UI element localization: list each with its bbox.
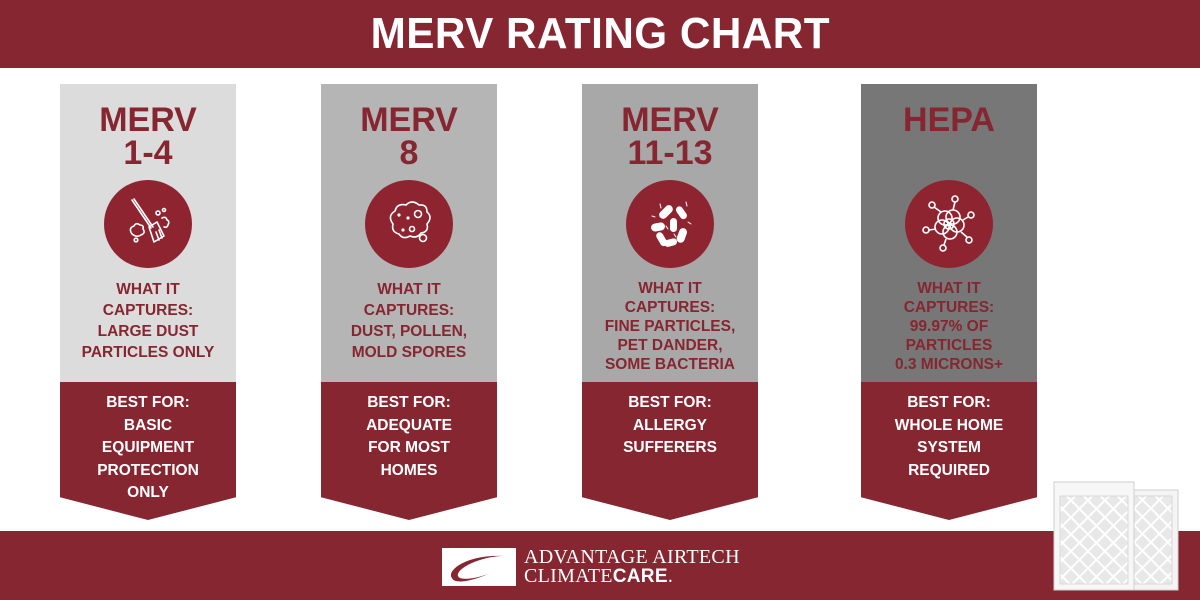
captures-label: WHAT IT <box>116 281 180 298</box>
captures-label: CAPTURES: <box>903 299 995 316</box>
logo-dot: . <box>667 565 674 587</box>
best-for-label: BEST FOR: <box>628 394 712 411</box>
captures-value: PARTICLES ONLY <box>81 344 215 361</box>
captures-value: 99.97% OF <box>909 318 989 335</box>
broom-dust-icon <box>104 180 192 268</box>
virus-particle-icon <box>905 180 993 268</box>
banner-top: MERV 11-13 WHAT IT CAPTURES: <box>582 84 758 382</box>
best-for-value: EQUIPMENT <box>101 439 195 456</box>
rating-title: MERV 11-13 <box>621 101 719 172</box>
logo-climate: CLIMATE <box>524 565 613 587</box>
rating-title: MERV 1-4 <box>99 101 197 172</box>
best-for-value: REQUIRED <box>908 461 990 479</box>
rating-line1: MERV <box>360 101 458 139</box>
captures-text: WHAT IT CAPTURES: LARGE DUST PARTICLES O… <box>60 279 236 363</box>
best-for-value: SYSTEM <box>917 439 981 456</box>
rating-line1: MERV <box>621 101 719 139</box>
rating-line1: MERV <box>99 101 197 139</box>
rating-line2: 1-4 <box>123 134 173 172</box>
captures-text: WHAT IT CAPTURES: FINE PARTICLES, PET DA… <box>582 279 758 374</box>
banner-top: MERV 8 WHAT IT CAPTURES: DUST, POLLEN, M… <box>321 84 497 382</box>
rating-line2: 11-13 <box>627 134 713 172</box>
captures-value: SOME BACTERIA <box>604 356 736 373</box>
banner-top: HEPA WHAT IT CAPTURES: 99.97% OF PARTICL… <box>861 84 1037 382</box>
logo-care: CARE <box>612 566 668 587</box>
best-for-value: ALLERGY <box>632 416 708 434</box>
swoosh-logo-icon <box>442 548 516 586</box>
best-for-value: HOMES <box>380 461 438 479</box>
rating-title: HEPA <box>903 101 995 139</box>
footer-bar <box>0 531 1200 600</box>
banner-merv-8: MERV 8 WHAT IT CAPTURES: DUST, POLLEN, M… <box>321 84 497 520</box>
captures-value: MOLD SPORES <box>351 344 467 361</box>
logo-line1: ADVANTAGE AIRTECH <box>524 546 740 568</box>
best-for-section: BEST FOR: ADEQUATE FOR MOST HOMES <box>321 382 497 520</box>
best-for-value: BASIC <box>123 416 173 434</box>
air-filter-image <box>1050 480 1180 595</box>
rating-line2: 8 <box>399 134 419 172</box>
banner-top: MERV 1-4 WHAT IT CAPTURES: LARGE DUST PA… <box>60 84 236 382</box>
best-for-value: ONLY <box>127 484 169 501</box>
banner-merv-11-13: MERV 11-13 WHAT IT CAPTURES: <box>582 84 758 520</box>
rating-line1: HEPA <box>903 101 995 139</box>
captures-value: PET DANDER, <box>617 337 723 354</box>
best-for-label: BEST FOR: <box>106 394 190 411</box>
best-for-value: PROTECTION <box>97 461 199 479</box>
captures-label: WHAT IT <box>917 280 981 297</box>
best-for-label: BEST FOR: <box>367 394 451 411</box>
company-logo: ADVANTAGE AIRTECH CLIMATECARE. <box>442 545 740 589</box>
best-for-section: BEST FOR: BASIC EQUIPMENT PROTECTION ONL… <box>60 382 236 520</box>
captures-label: CAPTURES: <box>624 299 716 316</box>
captures-text: WHAT IT CAPTURES: 99.97% OF PARTICLES 0.… <box>861 279 1037 374</box>
best-for-value: FOR MOST <box>368 439 450 456</box>
captures-label: WHAT IT <box>377 281 441 298</box>
rating-title: MERV 8 <box>360 101 458 172</box>
best-for-section: BEST FOR: ALLERGY SUFFERERS <box>582 382 758 520</box>
captures-value: PARTICLES <box>905 337 993 354</box>
logo-line2: CLIMATECARE. <box>524 565 740 587</box>
captures-value: DUST, POLLEN, <box>350 323 468 340</box>
captures-value: FINE PARTICLES, <box>604 318 736 335</box>
captures-value: 0.3 MICRONS+ <box>894 356 1004 373</box>
captures-text: WHAT IT CAPTURES: DUST, POLLEN, MOLD SPO… <box>321 279 497 363</box>
best-for-section: BEST FOR: WHOLE HOME SYSTEM REQUIRED <box>861 382 1037 520</box>
best-for-value: ADEQUATE <box>366 416 452 434</box>
captures-label: CAPTURES: <box>363 302 455 319</box>
best-for-value: WHOLE HOME <box>894 416 1004 434</box>
banner-merv-1-4: MERV 1-4 WHAT IT CAPTURES: LARGE DUST PA… <box>60 84 236 520</box>
captures-label: CAPTURES: <box>102 302 194 319</box>
bacteria-icon <box>626 180 714 268</box>
dust-cloud-icon <box>365 180 453 268</box>
header-bar: MERV RATING CHART <box>0 0 1200 68</box>
best-for-label: BEST FOR: <box>907 394 991 411</box>
page-title: MERV RATING CHART <box>370 9 830 58</box>
best-for-value: SUFFERERS <box>623 439 717 456</box>
captures-value: LARGE DUST <box>97 323 199 340</box>
captures-label: WHAT IT <box>638 280 702 297</box>
banner-hepa: HEPA WHAT IT CAPTURES: 99.97% OF PARTICL… <box>861 84 1037 520</box>
logo-text: ADVANTAGE AIRTECH CLIMATECARE. <box>524 546 740 587</box>
